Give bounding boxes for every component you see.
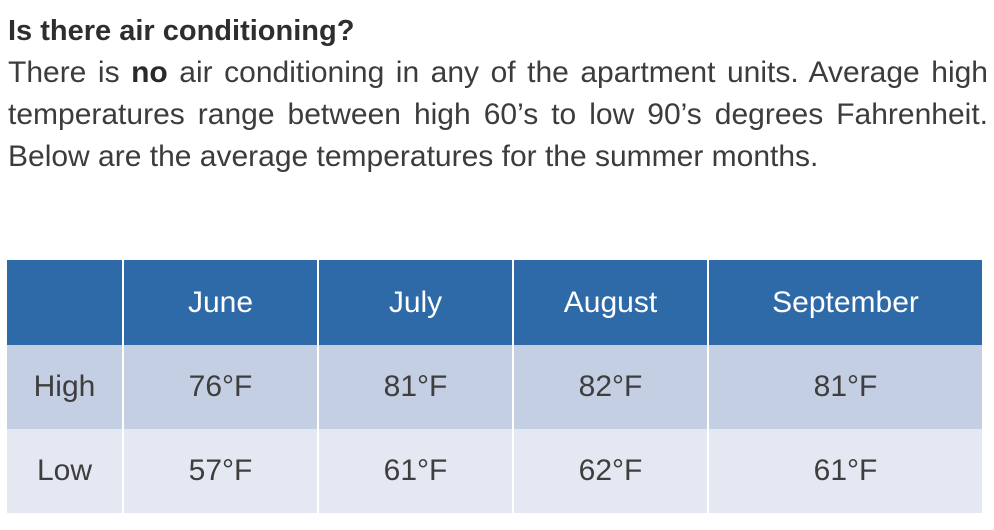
table-row-low: Low 57°F 61°F 62°F 61°F — [7, 429, 982, 513]
column-header-june: June — [123, 260, 319, 345]
column-header-september: September — [772, 285, 919, 319]
cell-high-august: 82°F — [513, 345, 709, 429]
column-header-august: August — [513, 260, 709, 345]
column-header-july: July — [318, 260, 514, 345]
table-header-row: June July August September — [7, 260, 982, 345]
cell-high-september: 81°F — [813, 370, 878, 403]
answer-text-end: air conditioning in any of the apartment… — [8, 56, 988, 173]
row-label-low: Low — [7, 429, 124, 513]
temperature-table: June July August September High 76°F 81°… — [7, 260, 982, 513]
answer-paragraph: There is no air conditioning in any of t… — [8, 52, 988, 178]
cell-low-june: 57°F — [123, 429, 319, 513]
faq-section: Is there air conditioning? There is no a… — [8, 10, 988, 178]
cell-high-june: 76°F — [123, 345, 319, 429]
cell-low-july: 61°F — [318, 429, 514, 513]
cell-high-july: 81°F — [318, 345, 514, 429]
question-heading: Is there air conditioning? — [8, 15, 355, 47]
cell-low-september: 61°F — [813, 454, 878, 487]
answer-emphasis: no — [131, 56, 168, 89]
cell-low-august: 62°F — [513, 429, 709, 513]
table-row-high: High 76°F 81°F 82°F 81°F — [7, 345, 982, 429]
table-corner-cell — [7, 260, 124, 345]
answer-text-start: There is — [8, 56, 132, 89]
row-label-high: High — [7, 345, 124, 429]
